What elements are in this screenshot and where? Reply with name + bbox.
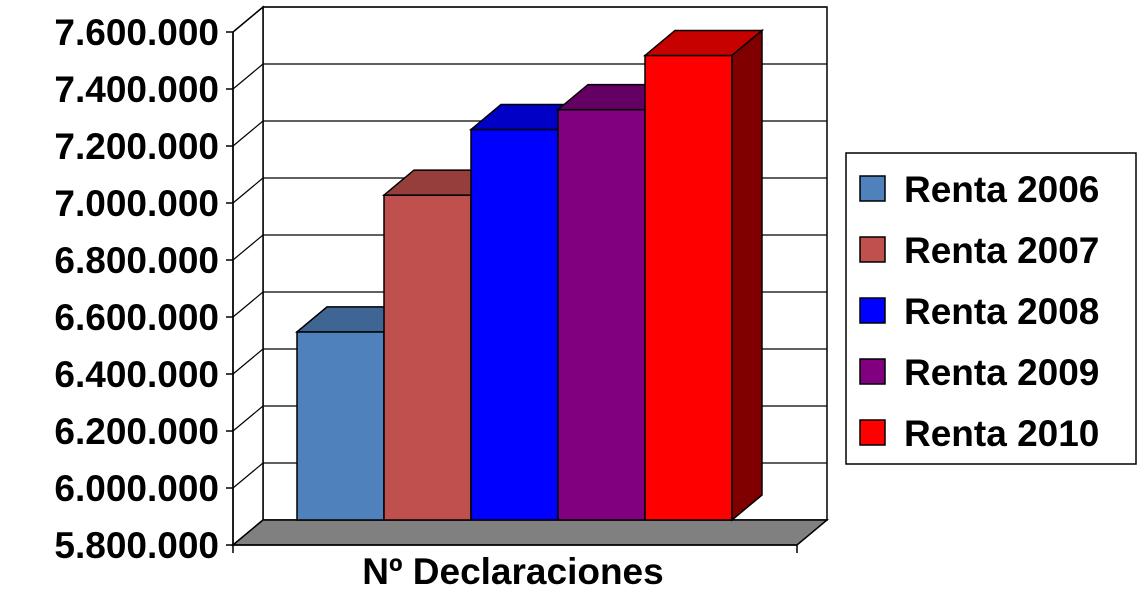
y-tick-label: 7.000.000: [54, 183, 219, 224]
legend-item: Renta 2010: [859, 413, 1099, 454]
y-tick-label: 6.200.000: [54, 411, 219, 452]
y-axis: [226, 31, 798, 553]
legend-item: Renta 2009: [859, 352, 1099, 393]
legend: Renta 2006 Renta 2007 Renta 2008 Renta 2009…: [845, 152, 1137, 465]
legend-item: Renta 2007: [859, 230, 1099, 271]
bars: [294, 28, 765, 522]
chart-floor: [230, 519, 830, 546]
gridline-side: [232, 63, 264, 90]
y-tick-label: 6.600.000: [54, 297, 219, 338]
legend-label: Renta 2008: [904, 291, 1099, 332]
legend-box: [845, 152, 1137, 465]
legend-item: Renta 2006: [859, 169, 1099, 210]
bar-front: [383, 194, 472, 521]
legend-label: Renta 2010: [904, 413, 1099, 454]
y-tick-labels: 5.800.000 6.000.000 6.200.000 6.400.000 6.60…: [54, 12, 219, 566]
legend-swatch: [859, 358, 886, 385]
bar-renta-2010: [642, 28, 765, 522]
bar-front: [470, 128, 559, 521]
legend-label: Renta 2009: [904, 352, 1099, 393]
legend-swatch: [859, 175, 886, 202]
bar-front: [644, 54, 733, 521]
legend-item: Renta 2008: [859, 291, 1099, 332]
gridline-side: [232, 234, 264, 261]
gridline-side: [232, 120, 264, 147]
y-tick-label: 7.200.000: [54, 126, 219, 167]
y-tick-label: 6.800.000: [54, 240, 219, 281]
gridline-side: [232, 405, 264, 432]
y-tick-label: 7.400.000: [54, 69, 219, 110]
gridline-side: [232, 348, 264, 375]
bar-front: [296, 331, 385, 521]
legend-label: Renta 2006: [904, 169, 1099, 210]
legend-swatch: [859, 297, 886, 324]
x-axis-label: Nº Declaraciones: [362, 551, 663, 592]
bar-front: [557, 108, 646, 521]
bar-renta-2007: [381, 169, 504, 521]
side-wall: [232, 5, 264, 547]
legend-label: Renta 2007: [904, 230, 1099, 271]
y-tick-label: 5.800.000: [54, 525, 219, 566]
y-tick-label: 6.000.000: [54, 468, 219, 509]
gridline-side: [232, 462, 264, 489]
gridline-side: [232, 177, 264, 204]
legend-swatch: [859, 236, 886, 263]
gridline-side: [232, 291, 264, 318]
floor-plane: [230, 519, 830, 546]
y-tick-label: 6.400.000: [54, 354, 219, 395]
gridline-side: [232, 6, 264, 33]
bar-side: [731, 28, 763, 522]
legend-swatch: [859, 419, 886, 446]
y-tick-label: 7.600.000: [54, 12, 219, 53]
